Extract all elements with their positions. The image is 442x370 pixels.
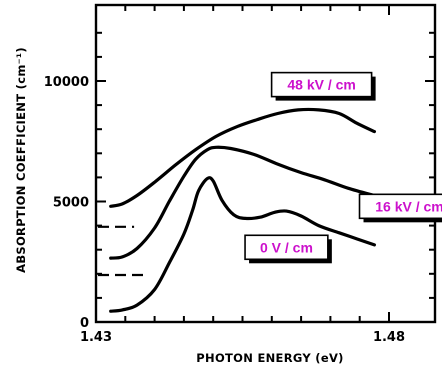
plot-frame [94, 3, 437, 324]
tick-labels: 0 5000 10000 1.43 1.48 [44, 75, 405, 345]
annotation-box [358, 193, 442, 220]
plot-frame-layer [94, 3, 437, 324]
y-tick-label: 0 [80, 316, 89, 331]
series-line-2 [109, 176, 376, 313]
annotation-label: 48 kV / cm [270, 71, 376, 101]
series-lines [109, 107, 376, 313]
series-line-1 [109, 145, 376, 260]
x-tick-label: 1.43 [80, 330, 112, 345]
y-tick-label: 5000 [53, 196, 89, 211]
annotation-box [270, 71, 373, 98]
y-tick-label: 10000 [44, 75, 89, 90]
x-tick-label: 1.48 [373, 330, 405, 345]
annotation-label: 16 kV / cm [358, 193, 442, 223]
x-axis-label: PHOTON ENERGY (eV) [196, 351, 343, 365]
annotation-label: 0 V / cm [244, 234, 332, 264]
y-axis-label: ABSORPTION COEFFICIENT (cm⁻¹) [14, 47, 28, 273]
annotation-text: 16 kV / cm [375, 198, 442, 214]
annotation-text: 48 kV / cm [287, 77, 356, 93]
series-line-0 [109, 107, 376, 208]
annotation-box [244, 234, 329, 261]
annotation-text: 0 V / cm [260, 239, 313, 255]
dashed-baselines [98, 225, 146, 277]
annotations: 48 kV / cm 16 kV / cm 0 V / cm [244, 71, 442, 264]
